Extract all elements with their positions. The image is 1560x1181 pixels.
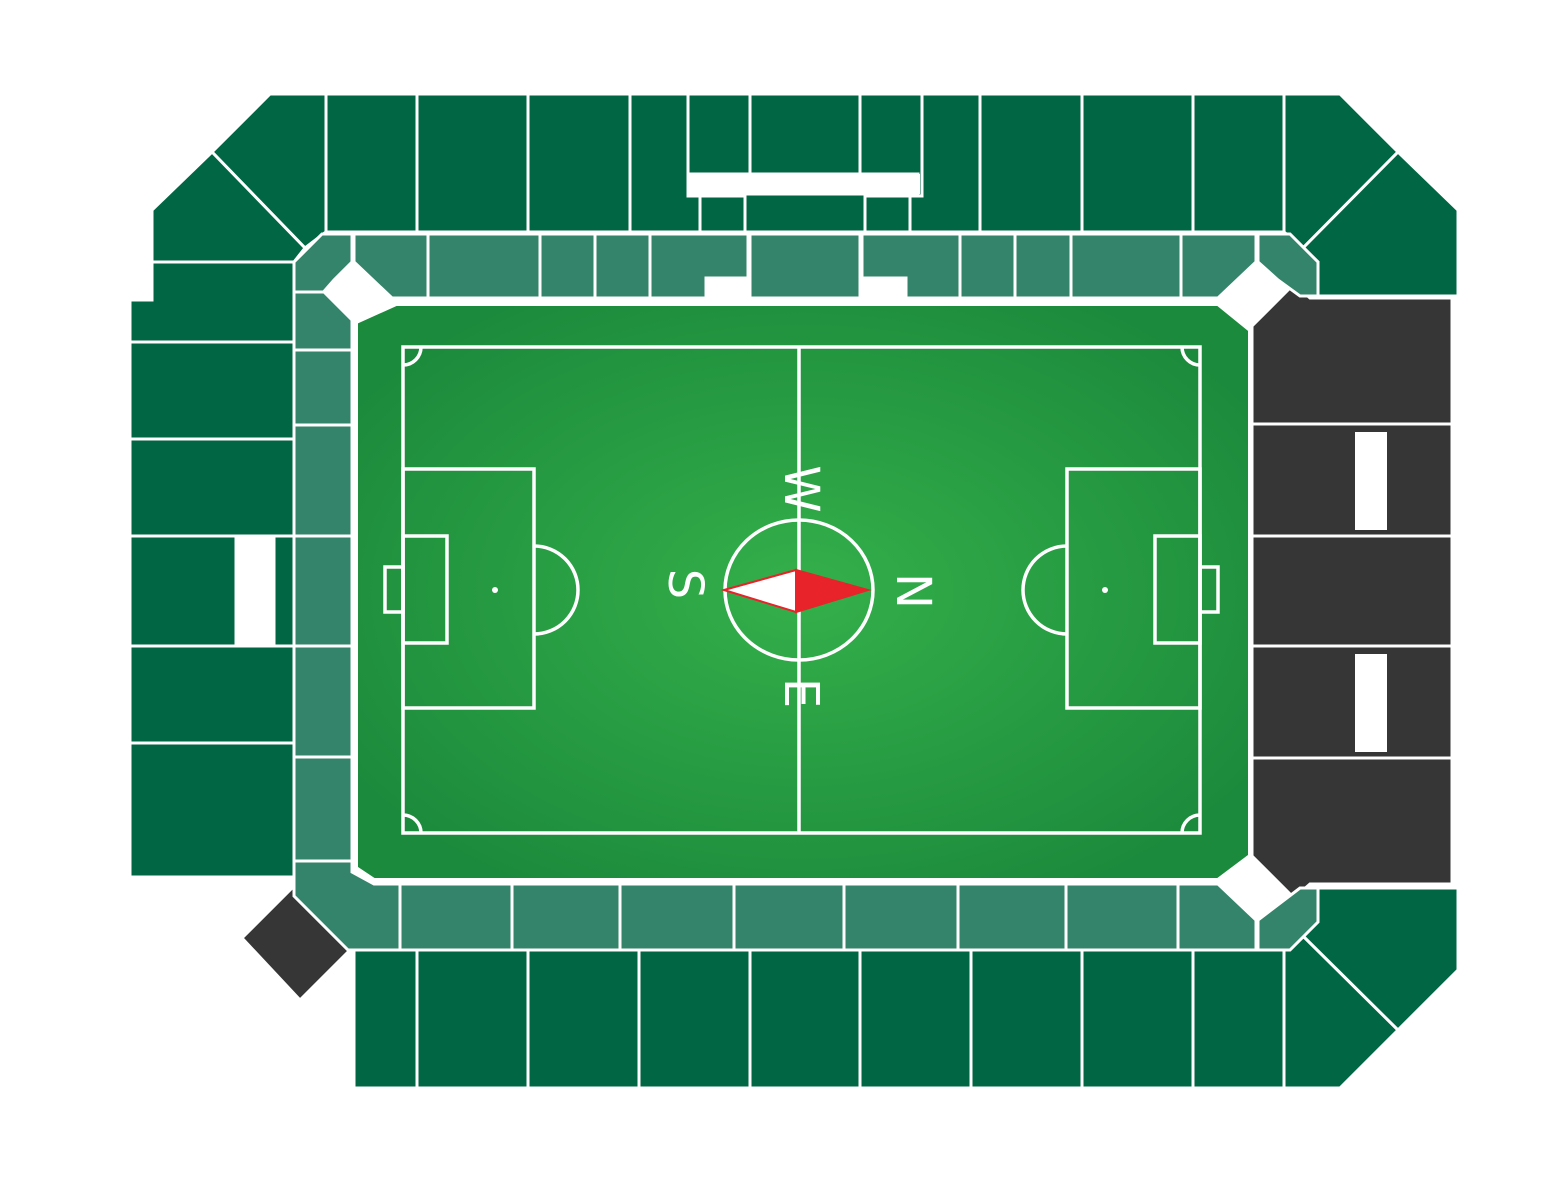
closed-stand-right (239, 281, 1454, 1003)
seating-section[interactable] (1191, 92, 1286, 234)
seating-section[interactable] (743, 192, 867, 234)
seating-section[interactable] (292, 423, 354, 538)
corner-arc (402, 346, 423, 367)
vomitory (1355, 654, 1387, 752)
penalty-spot-left (492, 587, 498, 593)
seating-section[interactable] (956, 882, 1068, 952)
closed-section (1250, 756, 1454, 901)
seating-section[interactable] (352, 948, 419, 1090)
corner-gap (1220, 862, 1272, 908)
seating-section[interactable] (648, 232, 750, 300)
seating-section[interactable] (292, 755, 354, 863)
seating-section[interactable] (1256, 232, 1320, 298)
seating-section[interactable] (1013, 232, 1073, 300)
closed-section (1250, 644, 1454, 760)
seating-section[interactable] (128, 741, 296, 879)
seating-section[interactable] (1080, 92, 1195, 234)
corner-gaps (334, 270, 1272, 908)
seating-section[interactable] (1191, 948, 1286, 1090)
seating-section[interactable] (415, 92, 530, 234)
seating-section[interactable] (398, 882, 514, 952)
seating-section[interactable] (748, 232, 862, 300)
seating-section[interactable] (292, 348, 354, 427)
seating-section[interactable] (352, 232, 430, 300)
seating-section[interactable] (1256, 886, 1320, 952)
seating-section[interactable] (128, 340, 296, 441)
seating-section[interactable] (1080, 948, 1195, 1090)
seating-section[interactable] (128, 534, 238, 648)
seating-section[interactable] (292, 534, 354, 648)
seating-section[interactable] (908, 92, 982, 234)
corner-arc (1180, 813, 1201, 834)
seating-section[interactable] (324, 92, 419, 234)
seating-section[interactable] (698, 194, 747, 234)
compass-needle-north (795, 568, 872, 614)
seating-section[interactable] (526, 948, 641, 1090)
seating-section[interactable] (128, 644, 296, 745)
lower-tier (292, 232, 1320, 952)
seating-section[interactable] (526, 92, 632, 234)
seating-section[interactable] (415, 948, 530, 1090)
upper-tier-left (128, 260, 296, 879)
goal-left (383, 565, 405, 614)
compass: N S W E (657, 465, 941, 708)
seating-section[interactable] (272, 534, 296, 648)
seating-section[interactable] (292, 290, 354, 352)
penalty-arc-left (533, 544, 580, 636)
closed-section (1250, 534, 1454, 648)
seating-section[interactable] (538, 232, 597, 300)
seating-section[interactable] (732, 882, 846, 952)
seating-section[interactable] (292, 644, 354, 759)
seating-section[interactable] (128, 260, 296, 344)
corner-arc (1180, 346, 1201, 367)
press-box (690, 174, 920, 194)
seating-section[interactable] (593, 232, 652, 300)
seating-section[interactable] (969, 948, 1084, 1090)
penalty-arc-right (1021, 544, 1068, 636)
seating-section[interactable] (637, 948, 752, 1090)
upper-tier-top (150, 92, 1460, 298)
corner-gap (1220, 270, 1270, 318)
seating-section[interactable] (128, 437, 296, 538)
seating-section[interactable] (863, 194, 912, 234)
closed-section (1250, 281, 1454, 426)
compass-east-label: E (773, 678, 829, 708)
corner-arc (402, 813, 423, 834)
compass-south-label: S (657, 569, 713, 599)
closed-section (1250, 422, 1454, 538)
seating-section[interactable] (748, 948, 862, 1090)
goal-right (1198, 565, 1220, 614)
penalty-spot-right (1102, 587, 1108, 593)
seating-section[interactable] (842, 882, 960, 952)
seating-section[interactable] (860, 232, 962, 300)
vomitory (1355, 432, 1387, 530)
seating-section[interactable] (1176, 882, 1258, 952)
upper-tier-bottom (352, 886, 1460, 1090)
seating-section[interactable] (978, 92, 1084, 234)
seating-section[interactable] (1179, 232, 1258, 300)
seating-section[interactable] (618, 882, 736, 952)
corner-gap (334, 270, 384, 318)
seating-section[interactable] (748, 92, 862, 176)
seating-section[interactable] (958, 232, 1017, 300)
seating-section[interactable] (1069, 232, 1183, 300)
seating-section[interactable] (426, 232, 542, 300)
seating-section[interactable] (1064, 882, 1180, 952)
compass-west-label: W (773, 465, 829, 512)
seating-section[interactable] (510, 882, 622, 952)
seating-section[interactable] (858, 948, 973, 1090)
compass-north-label: N (885, 573, 941, 609)
